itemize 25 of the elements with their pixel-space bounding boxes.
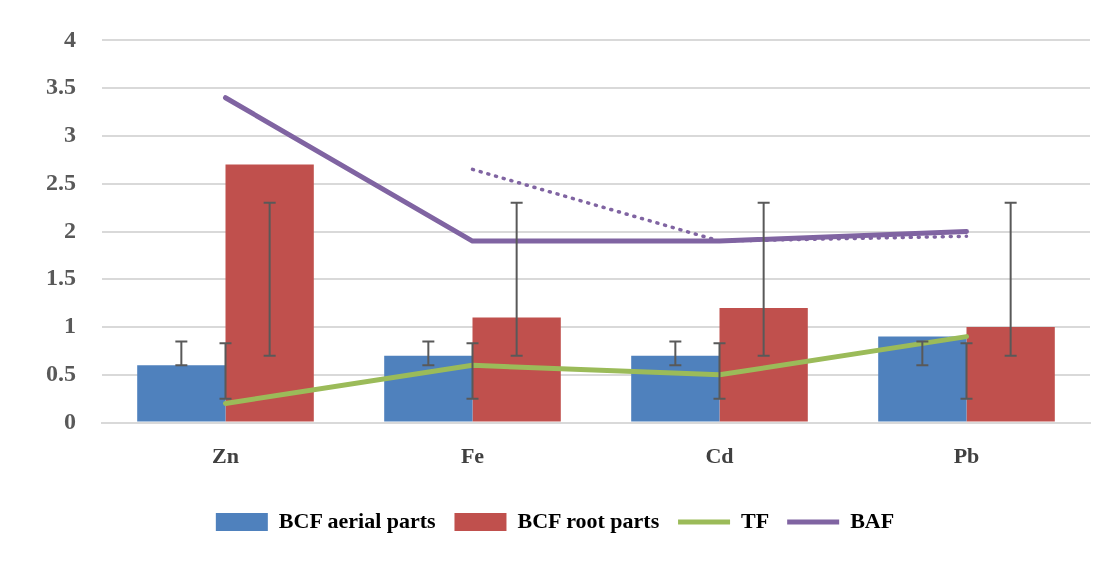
x-tick-label: Fe — [460, 443, 485, 469]
bar — [384, 355, 473, 422]
y-tick-label: 4 — [64, 25, 76, 52]
y-tick-label: 3 — [64, 121, 76, 148]
y-tick-label: 1.5 — [46, 264, 76, 291]
legend-label: BCF aerial parts — [278, 507, 437, 533]
y-tick-label: 0 — [64, 407, 76, 434]
bar — [631, 355, 720, 422]
bar — [719, 307, 808, 422]
y-tick-label: 2.5 — [46, 168, 76, 195]
y-tick-label: 2 — [64, 216, 76, 243]
bar — [472, 317, 561, 422]
legend-label: BCF root parts — [517, 507, 660, 533]
legend-label: TF — [741, 507, 770, 533]
bar — [137, 365, 226, 422]
x-tick-label: Cd — [705, 443, 734, 469]
x-tick-label: Zn — [212, 443, 239, 469]
bar — [966, 327, 1055, 422]
y-tick-label: 1 — [64, 312, 76, 339]
y-tick-label: 3.5 — [46, 73, 76, 100]
legend-label: BAF — [850, 507, 895, 533]
bar — [878, 336, 967, 422]
x-tick-label: Pb — [953, 443, 980, 469]
y-tick-label: 0.5 — [46, 360, 76, 387]
bar — [225, 164, 314, 422]
